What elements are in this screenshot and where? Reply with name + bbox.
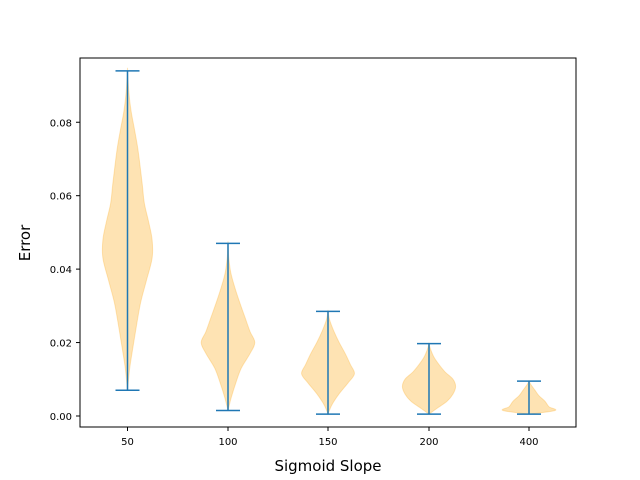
y-tick-label: 0.02 — [50, 339, 72, 350]
x-tick-label: 200 — [419, 437, 438, 448]
x-tick-label: 400 — [519, 437, 538, 448]
y-tick-label: 0.06 — [50, 192, 72, 203]
x-tick-label: 50 — [121, 437, 134, 448]
y-axis: 0.00 0.02 0.04 0.06 0.08 — [50, 118, 80, 423]
whisker-group — [115, 70, 541, 415]
y-tick-label: 0.04 — [50, 265, 72, 276]
x-tick-label: 150 — [318, 437, 337, 448]
y-tick-label: 0.08 — [50, 118, 72, 129]
y-axis-title: Error — [16, 224, 34, 261]
y-tick-label: 0.00 — [50, 412, 72, 423]
x-axis-title: Sigmoid Slope — [274, 457, 381, 475]
x-tick-label: 100 — [218, 437, 237, 448]
x-axis: 50 100 150 200 400 — [121, 427, 539, 448]
